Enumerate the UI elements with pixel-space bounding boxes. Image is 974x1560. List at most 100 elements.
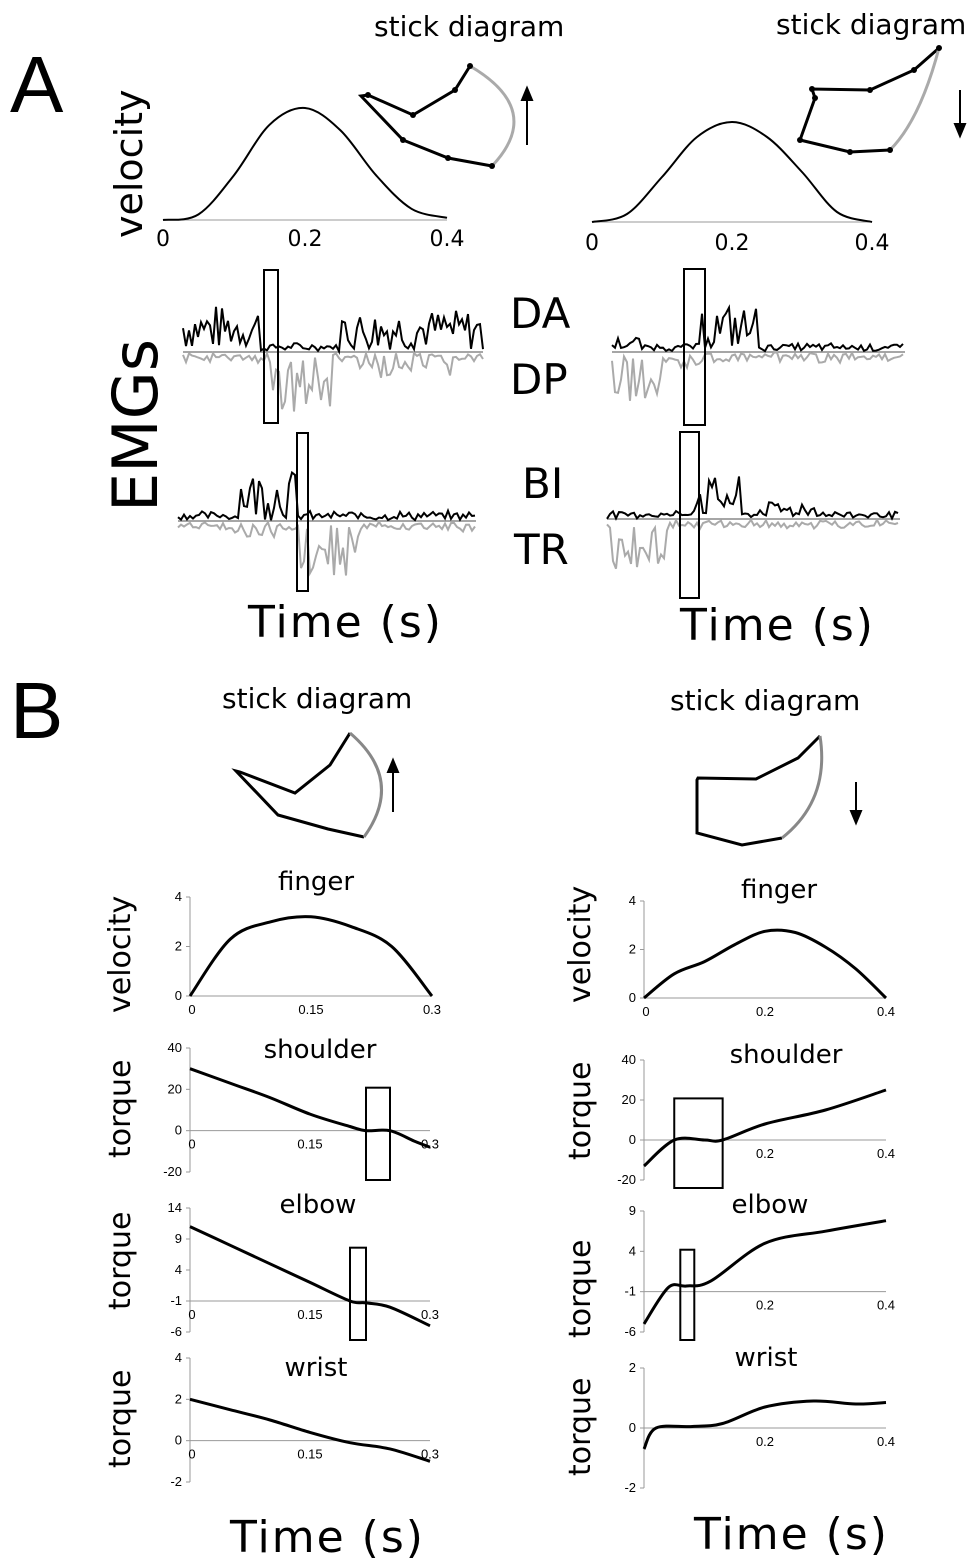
y-tick-label: -6 [624,1324,636,1339]
x-tick-label: 0.2 [756,1434,774,1449]
x-tick-label: 0.3 [421,1137,439,1152]
emg-selection-box [296,432,309,592]
panel-b-left-stick-label: stick diagram [222,682,412,715]
selection-box [349,1246,367,1342]
x-tick-label: 0.15 [297,1447,322,1462]
panel-b-left-shoulder-chart: -20 0 20 40 0 0.15 0.3 shoulder torque [103,1035,439,1182]
y-tick-label: 0 [175,988,182,1003]
muscle-label-dp: DP [510,355,568,404]
x-tick-label: 0 [188,1447,195,1462]
muscle-label-da: DA [510,289,571,338]
panel-a-left-stick-label: stick diagram [374,10,564,43]
y-tick-label: 2 [175,939,182,954]
y-tick-label: 4 [629,893,636,908]
panel-a-right-stick-label: stick diagram [776,8,966,41]
panel-b-right-wrist-chart: -2 0 2 0.2 0.4 wrist torque [563,1343,895,1495]
x-tick-label: 0.4 [877,1434,895,1449]
y-tick-label: 0 [629,990,636,1005]
panel-b-left-elbow-chart: -6 -1 4 9 14 0 0.15 0.3 elbow torque [103,1190,439,1342]
muscle-label-bi: BI [522,459,563,508]
y-tick-label: -2 [624,1480,636,1495]
panel-b-time-label-left: Time (s) [229,1512,425,1560]
y-tick-label: 4 [629,1243,636,1258]
chart-title: finger [741,875,817,905]
panel-b-left-finger-chart: 0 2 4 0 0.15 0.3 finger velocity [103,867,441,1017]
y-tick-label: -1 [624,1284,636,1299]
y-tick-label: 0 [175,1123,182,1138]
emg-da-right [611,304,904,353]
x-tick-label: 0.4 [430,227,465,252]
y-tick-label: 40 [168,1040,182,1055]
y-tick-label: 4 [175,1262,182,1277]
panel-b-letter: B [10,666,63,755]
y-tick-label: 9 [629,1203,636,1218]
panel-b-left-stick-diagram [231,731,383,839]
panel-b-right-elbow-chart: -6 -1 4 9 0.2 0.4 elbow torque [563,1190,895,1341]
y-tick-label: -6 [170,1324,182,1339]
velocity-line [162,106,448,221]
emg-dp-right [611,350,904,401]
panel-b-time-label-right: Time (s) [693,1509,889,1560]
y-tick-label: 14 [168,1200,182,1215]
y-tick-label: 9 [175,1231,182,1246]
y-tick-label: 2 [629,942,636,957]
y-tick-label: -20 [163,1164,182,1179]
chart-title: shoulder [264,1035,377,1065]
panel-a-right-velocity-chart: 0 0.2 0.4 [585,120,890,256]
panel-a-time-label-right: Time (s) [679,600,875,651]
y-tick-label: 20 [622,1092,636,1107]
y-axis-label: velocity [563,886,598,1003]
x-tick-label: 0.2 [756,1004,774,1019]
selection-box [673,1097,724,1190]
arrow-down-icon [849,782,863,826]
x-tick-label: 0.4 [877,1004,895,1019]
data-line [189,1397,431,1463]
emg-selection-box [683,268,706,426]
y-axis-label: velocity [103,896,138,1013]
emg-bi-right [606,476,899,521]
x-tick-label: 0.3 [421,1307,439,1322]
y-tick-label: -2 [170,1474,182,1489]
panel-b-right-stick-label: stick diagram [670,684,860,717]
y-tick-label: 0 [175,1433,182,1448]
arrow-up-icon [520,85,534,145]
x-tick-label: 0 [642,1004,649,1019]
data-line [188,915,434,997]
y-tick-label: -1 [170,1293,182,1308]
y-tick-label: 2 [629,1360,636,1375]
emg-dp-left [182,350,484,412]
chart-title: shoulder [730,1040,843,1070]
data-line [642,1088,887,1168]
panel-b-right-finger-chart: 0 2 4 0 0.2 0.4 finger velocity [563,875,895,1019]
panel-a-emg-label: EMGs [99,339,172,512]
data-line [189,1067,431,1149]
chart-title: wrist [285,1353,348,1383]
x-tick-label: 0.4 [877,1298,895,1313]
panel-a-left-velocity-chart: 0 0.2 0.4 [156,106,465,252]
y-axis-label: torque [103,1370,138,1468]
y-tick-label: 4 [175,889,182,904]
data-line [643,928,888,1000]
y-tick-label: 20 [168,1081,182,1096]
y-tick-label: 4 [175,1350,182,1365]
x-tick-label: 0.15 [298,1002,323,1017]
x-tick-label: 0 [156,227,170,252]
emg-bi-left [177,470,476,522]
chart-title: elbow [732,1190,809,1220]
chart-title: finger [278,867,354,897]
x-tick-label: 0.15 [297,1137,322,1152]
muscle-label-tr: TR [513,525,569,574]
chart-title: wrist [735,1343,798,1373]
x-tick-label: 0 [188,1137,195,1152]
panel-a-left-stick-diagram [357,63,516,169]
data-line [642,1399,887,1450]
data-line [189,1225,431,1328]
panel-b-right-stick-diagram [695,734,824,847]
panel-a-time-label-left: Time (s) [247,597,443,648]
emg-tr-left [177,520,476,577]
panel-b-left-wrist-chart: -2 0 2 4 0 0.15 0.3 wrist torque [103,1350,439,1489]
y-tick-label: 2 [175,1391,182,1406]
emg-traces [177,268,905,599]
x-tick-label: 0.3 [421,1447,439,1462]
